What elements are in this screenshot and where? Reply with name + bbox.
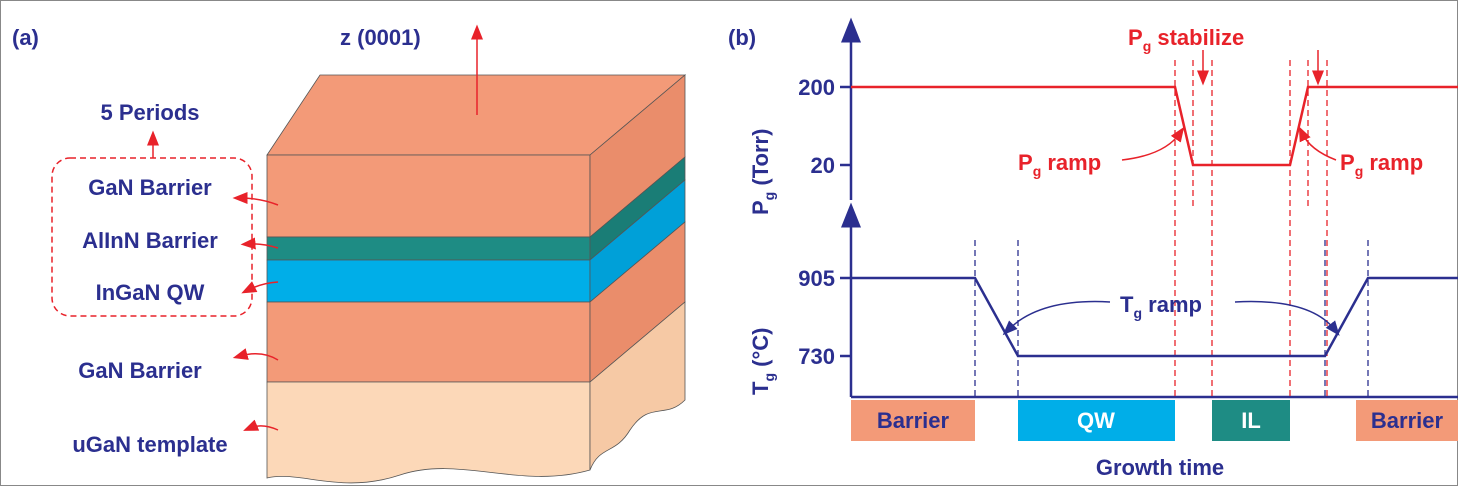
tick-label: 20 [811, 153, 835, 178]
tick-label: 200 [798, 75, 835, 100]
temp-guides [975, 240, 1368, 397]
axes [840, 30, 1458, 397]
tick-label: 730 [798, 344, 835, 369]
step-label: IL [1241, 408, 1261, 433]
layer-label: GaN Barrier [78, 358, 202, 383]
axis-label: z (0001) [340, 25, 421, 50]
step-label: Barrier [1371, 408, 1444, 433]
layer-label: InGaN QW [96, 280, 205, 305]
stabilize-label: Pg stabilize [1128, 25, 1244, 54]
layer-stack [267, 75, 685, 483]
t-ramp-label: Tg ramp [1120, 292, 1202, 321]
temp-profile [851, 278, 1458, 356]
layer-label: AlInN Barrier [82, 228, 218, 253]
pressure-axis-label: Pg (Torr) [748, 129, 777, 215]
x-axis-label: Growth time [1096, 455, 1224, 480]
layer-label: GaN Barrier [88, 175, 212, 200]
panel-label: (a) [12, 25, 39, 50]
p-ramp-label: Pg ramp [1340, 150, 1423, 179]
panel-label: (b) [728, 25, 756, 50]
p-ramp-label: Pg ramp [1018, 150, 1101, 179]
annotation-arrows [1008, 50, 1336, 330]
figure: (a) z (0001) 5 Periods GaN Barrier AlInN… [0, 0, 1458, 486]
pressure-guides [1175, 60, 1327, 397]
layer-label: uGaN template [72, 432, 227, 457]
group-label: 5 Periods [100, 100, 199, 125]
step-label: Barrier [877, 408, 950, 433]
temp-axis-label: Tg (°C) [748, 328, 777, 395]
tick-label: 905 [798, 266, 835, 291]
step-label: QW [1077, 408, 1115, 433]
